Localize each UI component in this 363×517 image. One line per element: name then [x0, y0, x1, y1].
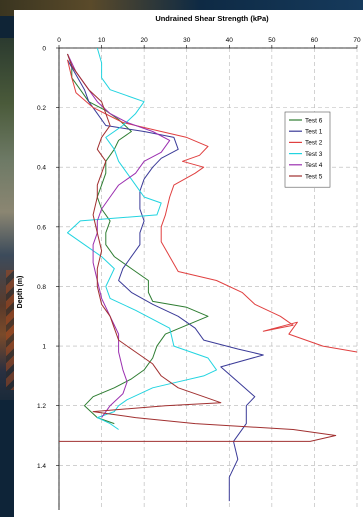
x-tick-label: 10	[98, 37, 106, 44]
y-tick-label: 1	[42, 344, 46, 351]
x-tick-label: 40	[226, 37, 234, 44]
legend-entry: Test 1	[305, 129, 323, 136]
chart-panel	[14, 10, 363, 517]
legend-entry: Test 2	[305, 140, 323, 147]
legend-entry: Test 5	[305, 173, 323, 180]
x-tick-label: 70	[353, 37, 361, 44]
legend-entry: Test 4	[305, 162, 323, 169]
x-tick-label: 30	[183, 37, 191, 44]
legend-entry: Test 6	[305, 117, 323, 124]
background-slide-bottom	[0, 400, 14, 517]
x-tick-label: 20	[141, 37, 149, 44]
legend-entry: Test 3	[305, 151, 323, 158]
x-tick-label: 50	[268, 37, 276, 44]
axes: 0 10 20 30 40 50 60 70 0 0.2 0.4 0.6 0.8 1 1.2 1.4	[37, 37, 361, 510]
y-tick-label: 1.4	[37, 463, 46, 470]
y-tick-label: 0.8	[37, 284, 46, 291]
y-tick-label: 0.2	[37, 105, 46, 112]
y-tick-label: 0	[42, 46, 46, 53]
series-line-test-1	[67, 59, 264, 502]
series-line-test-6	[67, 53, 209, 425]
y-tick-label: 0.4	[37, 165, 46, 172]
legend: Test 6 Test 1 Test 2 Test 3 Test 4 Test 5	[284, 111, 331, 188]
x-tick-label: 60	[311, 37, 319, 44]
y-axis-label: Depth (m)	[17, 276, 24, 309]
x-tick-label: 0	[57, 37, 61, 44]
y-tick-label: 0.6	[37, 224, 46, 231]
series-line-test-4	[67, 53, 171, 418]
series-line-test-5	[59, 53, 337, 442]
chart-title: Undrained Shear Strength (kPa)	[155, 14, 269, 23]
legend-box	[284, 111, 331, 188]
y-tick-label: 1.2	[37, 403, 46, 410]
series-line-test-2	[67, 59, 358, 353]
plot-area	[59, 48, 358, 502]
series-group	[59, 48, 358, 502]
